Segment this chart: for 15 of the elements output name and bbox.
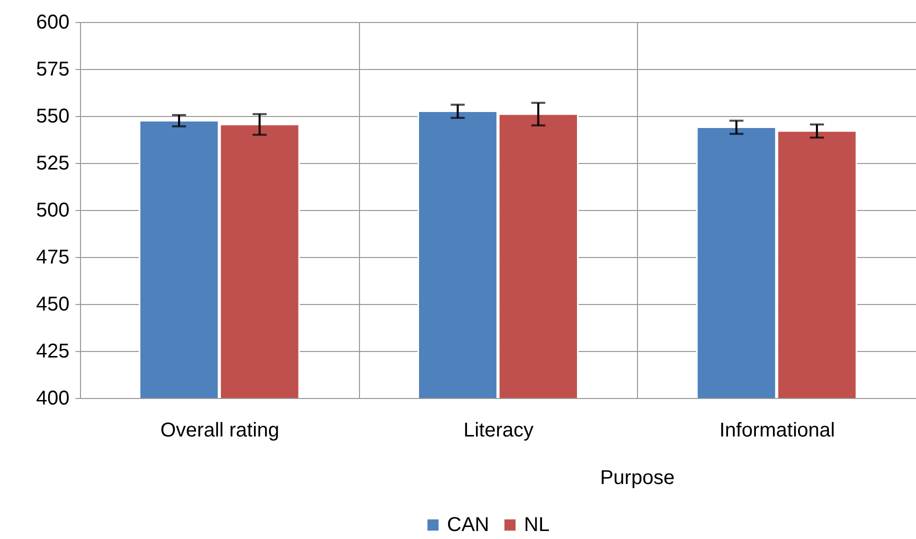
legend-label: CAN (447, 514, 490, 536)
y-tick-label: 600 (36, 12, 70, 34)
y-tick-label: 575 (36, 58, 70, 80)
text: Purpose (600, 467, 675, 489)
x-tick-label: Literacy (463, 420, 534, 442)
y-tick-label: 500 (36, 200, 70, 222)
y-tick-label: 550 (36, 106, 70, 128)
x-tick-label: Overall rating (160, 420, 280, 442)
legend-label: NL (524, 514, 550, 536)
y-tick-label: 475 (36, 246, 70, 268)
y-tick-label: 450 (36, 294, 70, 316)
x-tick-label: Informational (719, 420, 835, 442)
y-tick-label: 425 (36, 340, 70, 362)
y-tick-label: 525 (36, 152, 70, 174)
y-tick-label: 400 (36, 388, 70, 410)
